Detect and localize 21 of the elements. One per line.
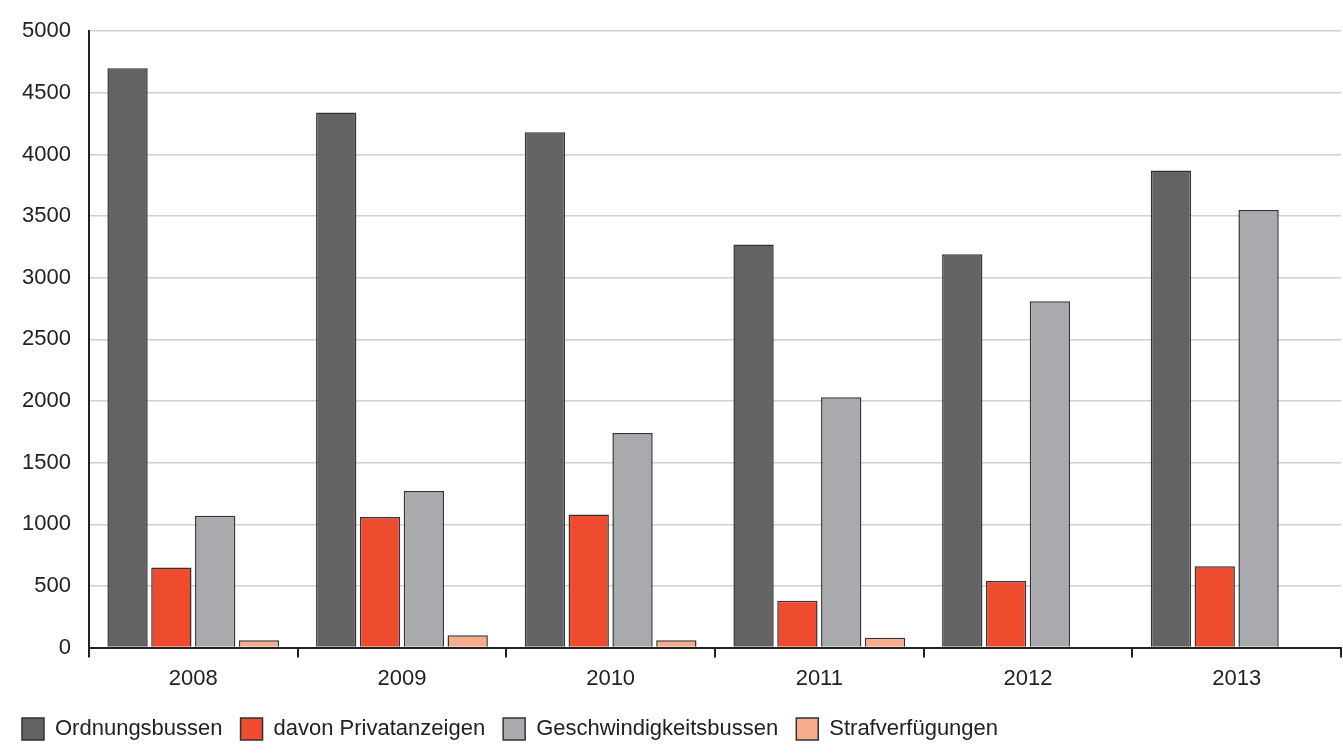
x-tick-label: 2008: [168, 664, 218, 690]
y-tick-label: 2000: [21, 387, 71, 413]
y-tick-label: 500: [34, 572, 71, 598]
x-tick-label: 2010: [586, 664, 636, 690]
y-tick-label: 3000: [21, 263, 71, 289]
y-tick-label: 1000: [21, 510, 71, 536]
y-tick-label: 3500: [21, 202, 71, 228]
x-tick-label: 2012: [1003, 664, 1053, 690]
x-tick-label: 2009: [377, 664, 427, 690]
y-tick-label: 2500: [21, 325, 71, 351]
y-tick-label: 0: [58, 633, 71, 659]
x-tick-label: 2011: [795, 664, 843, 690]
legend-label: Geschwindigkeitsbussen: [536, 715, 779, 741]
legend-label: Strafverfügungen: [829, 715, 999, 741]
legend-label: davon Privatanzeigen: [273, 715, 486, 741]
y-tick-label: 4500: [21, 78, 71, 104]
legend-label: Ordnungsbussen: [55, 715, 223, 741]
y-tick-label: 4000: [21, 140, 71, 166]
x-tick-label: 2013: [1212, 664, 1262, 690]
y-tick-label: 1500: [21, 448, 71, 474]
y-tick-label: 5000: [21, 17, 71, 43]
